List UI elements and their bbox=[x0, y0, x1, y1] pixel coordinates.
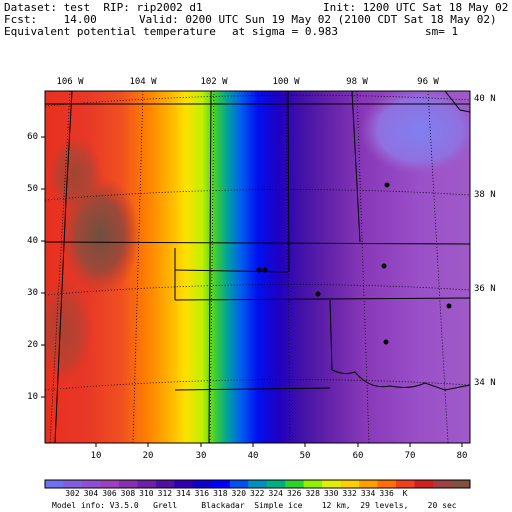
colorbar-swatch bbox=[192, 480, 212, 488]
colorbar-label: 316 bbox=[194, 489, 210, 498]
y-tick-30: 30 bbox=[27, 288, 38, 298]
colorbar-label: 330 bbox=[323, 489, 339, 498]
dataset-label: Dataset: test RIP: rip2002 d1 bbox=[4, 1, 203, 14]
init-time-label: Init: 1200 UTC Sat 18 May 02 bbox=[323, 1, 509, 14]
state-boundaries bbox=[44, 90, 471, 444]
graticule bbox=[44, 90, 471, 444]
x-tick-10: 10 bbox=[90, 451, 102, 461]
colorbar-label: 320 bbox=[231, 489, 247, 498]
colorbar-swatch bbox=[377, 480, 397, 488]
colorbar-label: 306 bbox=[102, 489, 117, 498]
frame-ticks bbox=[41, 136, 463, 447]
colorbar-swatch bbox=[396, 480, 416, 488]
y-tick-20: 20 bbox=[27, 340, 38, 350]
colorbar-swatch bbox=[100, 480, 120, 488]
x-tick-50: 50 bbox=[299, 451, 311, 461]
lon-label-102w: 102 W bbox=[200, 77, 228, 87]
colorbar-swatch bbox=[285, 480, 305, 488]
colorbar-swatch bbox=[433, 480, 453, 488]
city-marker bbox=[384, 182, 390, 188]
colorbar-swatch bbox=[322, 480, 342, 488]
colorbar-label: 310 bbox=[139, 489, 154, 498]
y-tick-10: 10 bbox=[27, 392, 38, 402]
sigma-level-label: at sigma = 0.983 bbox=[232, 25, 338, 38]
colorbar-label: 334 bbox=[360, 489, 376, 498]
city-marker bbox=[256, 267, 262, 273]
colorbar-swatch bbox=[81, 480, 101, 488]
colorbar-frame bbox=[44, 479, 471, 489]
colorbar-swatch bbox=[359, 480, 379, 488]
lon-label-104w: 104 W bbox=[129, 77, 157, 87]
theta-e-field bbox=[45, 91, 470, 443]
city-marker bbox=[446, 303, 452, 309]
lon-label-100w: 100 W bbox=[272, 77, 300, 87]
city-marker bbox=[381, 263, 387, 269]
city-markers bbox=[256, 182, 452, 345]
city-marker bbox=[383, 339, 389, 345]
colorbar-label: 314 bbox=[176, 489, 191, 498]
x-tick-20: 20 bbox=[142, 451, 154, 461]
lat-label-40n: 40 N bbox=[474, 94, 496, 104]
lat-label-38n: 38 N bbox=[474, 190, 496, 200]
field-name-label: Equivalent potential temperature bbox=[4, 25, 216, 38]
colorbar-label: 322 bbox=[250, 489, 265, 498]
lat-label-34n: 34 N bbox=[474, 378, 496, 388]
model-info-label: Model info: V3.5.0 Grell Blackadar Simpl… bbox=[52, 501, 457, 510]
city-marker bbox=[262, 267, 268, 273]
x-tick-70: 70 bbox=[404, 451, 416, 461]
colorbar-swatch bbox=[63, 480, 83, 488]
x-tick-60: 60 bbox=[352, 451, 364, 461]
colorbar-swatch bbox=[266, 480, 286, 488]
y-tick-60: 60 bbox=[27, 132, 38, 142]
smoothing-label: sm= 1 bbox=[425, 25, 459, 38]
city-marker bbox=[315, 291, 321, 297]
lon-label-98w: 98 W bbox=[346, 77, 368, 87]
lat-label-36n: 36 N bbox=[474, 284, 496, 294]
color-bar bbox=[44, 479, 471, 489]
plot-frame bbox=[44, 90, 471, 444]
y-tick-40: 40 bbox=[27, 236, 38, 246]
x-tick-30: 30 bbox=[195, 451, 207, 461]
colorbar-swatch bbox=[155, 480, 175, 488]
x-tick-40: 40 bbox=[247, 451, 259, 461]
y-tick-50: 50 bbox=[27, 184, 38, 194]
colorbar-swatch bbox=[451, 480, 471, 488]
colorbar-label: 336 bbox=[379, 489, 394, 498]
lon-label-96w: 96 W bbox=[417, 77, 439, 87]
colorbar-label: K bbox=[402, 489, 408, 498]
forecast-hour-label: Fcst: 14.00 bbox=[4, 13, 97, 26]
colorbar-label: 318 bbox=[213, 489, 228, 498]
valid-time-label: Valid: 0200 UTC Sun 19 May 02 (2100 CDT … bbox=[139, 13, 497, 26]
colorbar-label: 302 bbox=[65, 489, 80, 498]
colorbar-swatch bbox=[340, 480, 360, 488]
x-tick-80: 80 bbox=[456, 451, 468, 461]
colorbar-swatch bbox=[118, 480, 138, 488]
colorbar-label: 312 bbox=[157, 489, 173, 498]
colorbar-label: 332 bbox=[342, 489, 357, 498]
colorbar-swatch bbox=[414, 480, 434, 488]
colorbar-label: 304 bbox=[83, 489, 99, 498]
colorbar-swatch bbox=[45, 480, 64, 488]
colorbar-swatch bbox=[229, 480, 249, 488]
colorbar-label: 328 bbox=[305, 489, 320, 498]
colorbar-label: 324 bbox=[268, 489, 283, 498]
colorbar-swatch bbox=[303, 480, 323, 488]
lon-label-106w: 106 W bbox=[56, 77, 84, 87]
colorbar-label: 308 bbox=[120, 489, 136, 498]
colorbar-label: 326 bbox=[286, 489, 302, 498]
colorbar-swatch bbox=[137, 480, 157, 488]
colorbar-swatch bbox=[248, 480, 268, 488]
colorbar-swatch bbox=[174, 480, 194, 488]
colorbar-swatch bbox=[211, 480, 231, 488]
